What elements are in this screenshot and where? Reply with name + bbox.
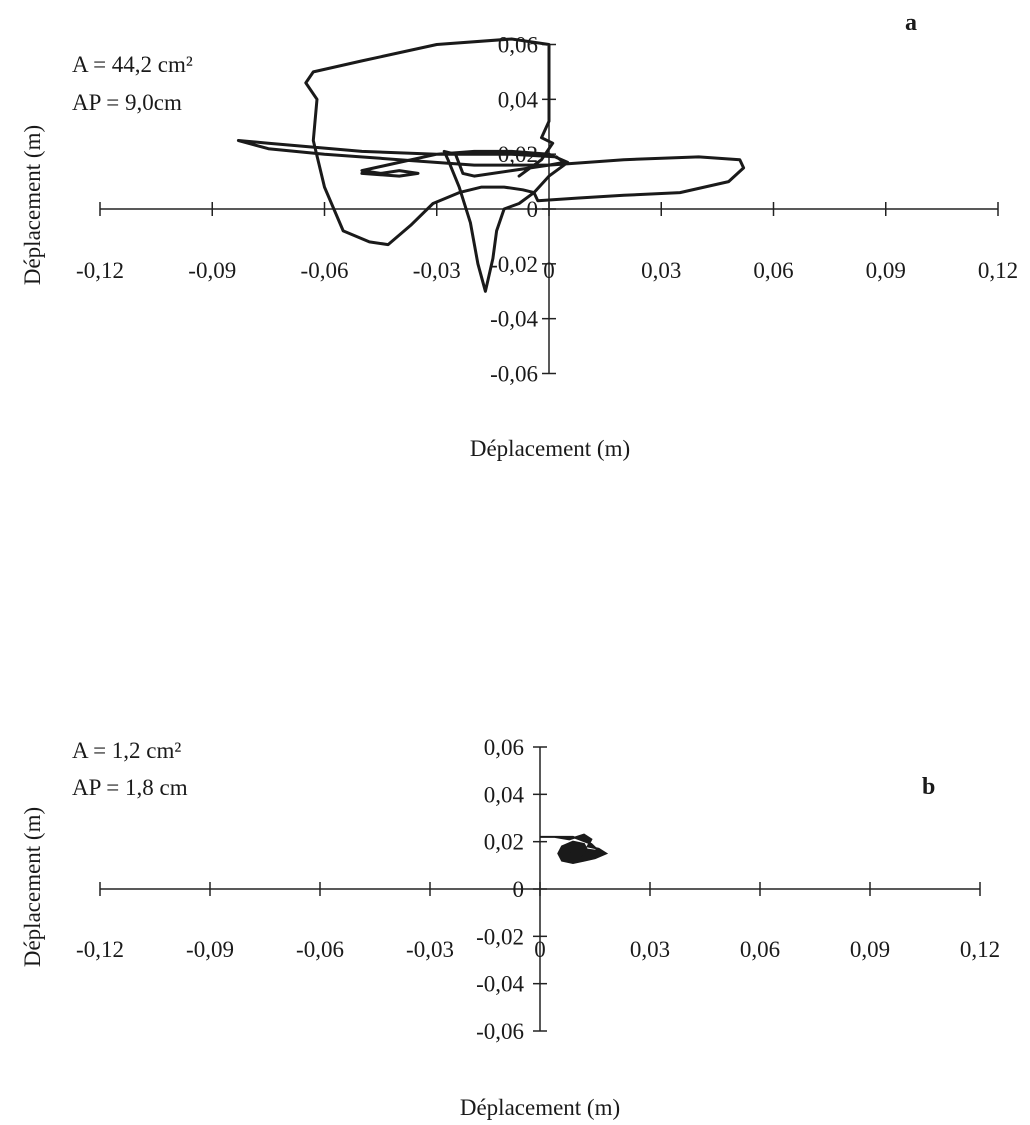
y-tick-label-b: 0,06	[484, 735, 524, 760]
panel-label-a: a	[905, 10, 917, 36]
x-tick-label-a: -0,06	[301, 258, 349, 283]
x-tick-label-b: 0,06	[740, 937, 780, 962]
x-tick-label-a: 0,03	[641, 258, 681, 283]
x-tick-label-b: 0,12	[960, 937, 1000, 962]
y-tick-label-a: 0,04	[498, 87, 539, 112]
y-tick-label-a: -0,06	[490, 362, 538, 387]
path-annotation-b: AP = 1,8 cm	[72, 775, 188, 800]
y-tick-label-a: 0,06	[498, 33, 538, 58]
x-tick-label-b: -0,03	[406, 937, 454, 962]
y-tick-label-a: -0,02	[490, 252, 538, 277]
x-tick-label-a: 0,09	[866, 258, 906, 283]
trajectory-b	[540, 833, 609, 865]
x-tick-label-a: -0,12	[76, 258, 124, 283]
x-axis-title-b: Déplacement (m)	[460, 1095, 620, 1120]
x-tick-label-a: -0,09	[188, 258, 236, 283]
x-tick-label-a: 0,12	[978, 258, 1018, 283]
ticks-b: -0,12 -0,09 -0,06 -0,03 0 0,03 0,06 0,09 0,12 0,0…	[76, 735, 1000, 1044]
chart-panel-b: b A = 1,2 cm² AP = 1,8 cm Déplacement (m…	[20, 735, 1000, 1120]
x-tick-label-b: 0,09	[850, 937, 890, 962]
panel-label-b: b	[922, 774, 935, 800]
x-tick-label-b: -0,06	[296, 937, 344, 962]
y-tick-label-a: 0	[527, 197, 539, 222]
area-annotation-a: A = 44,2 cm²	[72, 52, 193, 77]
y-tick-label-b: -0,02	[476, 924, 524, 949]
y-tick-label-b: 0,02	[484, 830, 524, 855]
y-tick-label-b: -0,06	[476, 1019, 524, 1044]
area-annotation-b: A = 1,2 cm²	[72, 738, 181, 763]
y-tick-label-b: -0,04	[476, 972, 524, 997]
x-tick-label-a: 0	[543, 258, 555, 283]
trajectory-a	[236, 37, 746, 293]
x-axis-title-a: Déplacement (m)	[470, 436, 630, 461]
path-annotation-a: AP = 9,0cm	[72, 90, 182, 115]
y-axis-title-a: Déplacement (m)	[20, 125, 45, 285]
x-tick-label-a: -0,03	[413, 258, 461, 283]
chart-panel-a: a A = 44,2 cm² AP = 9,0cm Déplacement (m…	[20, 10, 1018, 461]
x-tick-label-a: 0,06	[753, 258, 793, 283]
y-tick-label-b: 0	[513, 877, 525, 902]
x-tick-label-b: -0,09	[186, 937, 234, 962]
y-tick-label-b: 0,04	[484, 782, 525, 807]
y-tick-label-a: -0,04	[490, 307, 538, 332]
trajectory-line-b	[540, 833, 609, 865]
x-tick-label-b: 0,03	[630, 937, 670, 962]
trajectory-line-a	[236, 37, 746, 293]
x-tick-label-b: 0	[534, 937, 546, 962]
x-tick-label-b: -0,12	[76, 937, 124, 962]
y-axis-title-b: Déplacement (m)	[20, 807, 45, 967]
